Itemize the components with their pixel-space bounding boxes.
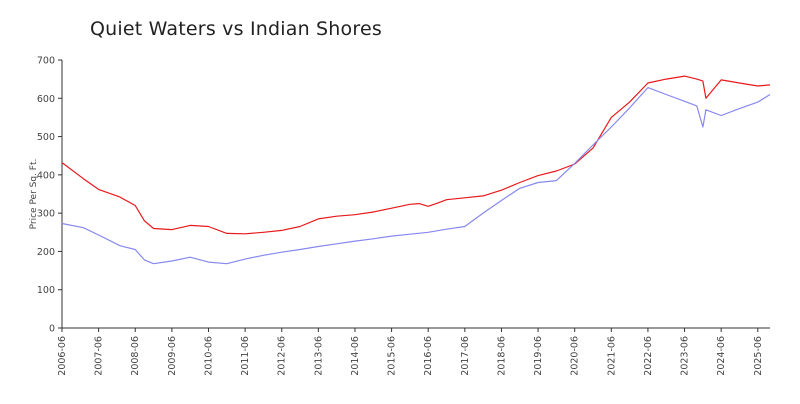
x-tick-label: 2007-06: [94, 336, 105, 376]
x-tick-label: 2025-06: [753, 336, 764, 376]
x-tick-label: 2022-06: [643, 336, 654, 376]
series-line-1: [61, 75, 771, 235]
x-tick-label: 2014-06: [350, 336, 361, 376]
y-tick-label: 100: [37, 285, 55, 296]
chart-title: Quiet Waters vs Indian Shores: [90, 18, 382, 40]
x-tick-label: 2009-06: [167, 336, 178, 376]
y-axis-label: Price Per Sq. Ft.: [29, 159, 39, 230]
x-tick-label: 2020-06: [570, 336, 581, 376]
y-tick-label: 200: [37, 247, 55, 258]
x-tick-label: 2016-06: [423, 336, 434, 376]
series-line-2: [61, 87, 771, 265]
x-tick-label: 2010-06: [203, 336, 214, 376]
y-tick-label: 600: [37, 94, 55, 105]
x-tick-label: 2018-06: [496, 336, 507, 376]
x-tick-label: 2012-06: [277, 336, 288, 376]
y-tick-label: 0: [49, 324, 55, 335]
y-tick-label: 500: [37, 132, 55, 143]
y-tick-label: 400: [37, 170, 55, 181]
x-tick-label: 2015-06: [387, 336, 398, 376]
x-tick-label: 2017-06: [460, 336, 471, 376]
x-tick-label: 2006-06: [57, 336, 68, 376]
y-tick-label: 700: [37, 56, 55, 67]
x-tick-label: 2013-06: [313, 336, 324, 376]
x-tick-label: 2011-06: [240, 336, 251, 376]
x-tick-label: 2019-06: [533, 336, 544, 376]
x-tick-label: 2008-06: [130, 336, 141, 376]
x-tick-label: 2021-06: [606, 336, 617, 376]
x-tick-label: 2023-06: [680, 336, 691, 376]
x-tick-label: 2024-06: [716, 336, 727, 376]
y-tick-label: 300: [37, 209, 55, 220]
